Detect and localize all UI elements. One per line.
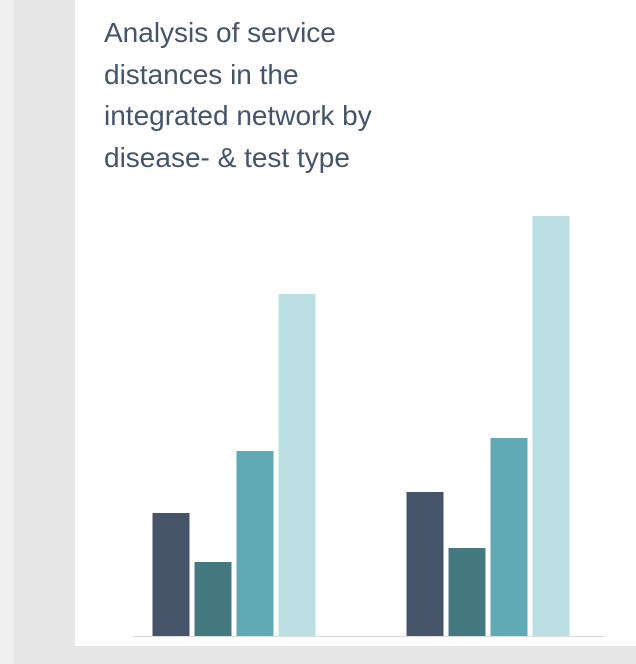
bar <box>236 451 274 636</box>
chart-title: Analysis of service distances in the int… <box>104 17 372 173</box>
bar <box>278 294 316 636</box>
bar <box>194 562 232 636</box>
side-strip <box>0 0 14 664</box>
bar <box>152 513 190 636</box>
bar <box>406 492 444 636</box>
bar <box>490 438 528 636</box>
bar <box>448 548 486 636</box>
bar <box>532 216 570 636</box>
